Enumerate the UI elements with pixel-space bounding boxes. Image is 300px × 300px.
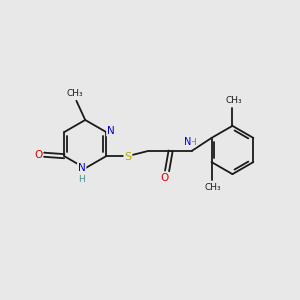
Text: H: H <box>189 137 196 146</box>
Text: N: N <box>184 137 191 147</box>
Text: H: H <box>78 175 85 184</box>
Text: CH₃: CH₃ <box>205 183 221 192</box>
Text: N: N <box>107 126 115 136</box>
Text: O: O <box>160 173 169 183</box>
Text: CH₃: CH₃ <box>226 96 242 105</box>
Text: S: S <box>124 152 131 162</box>
Text: N: N <box>78 163 86 173</box>
Text: O: O <box>34 150 43 160</box>
Text: CH₃: CH₃ <box>67 89 83 98</box>
